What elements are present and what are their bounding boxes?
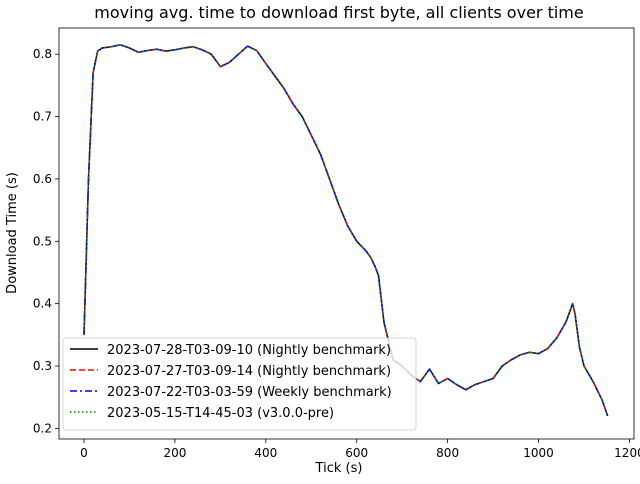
y-tick-label: 0.7 — [33, 110, 52, 124]
legend-box — [62, 337, 417, 431]
y-tick-label: 0.2 — [33, 421, 52, 435]
y-tick-label: 0.3 — [33, 359, 52, 373]
x-axis-label: Tick (s) — [315, 461, 363, 476]
plot-frame — [58, 27, 635, 440]
series-layer — [83, 44, 609, 417]
legend: 2023-07-28-T03-09-10 (Nightly benchmark)… — [62, 337, 417, 431]
chart-title: moving avg. time to download first byte,… — [94, 3, 583, 22]
x-tick-label: 1000 — [523, 446, 554, 460]
y-tick-label: 0.6 — [33, 172, 52, 186]
y-tick-label: 0.8 — [33, 47, 52, 61]
y-tick-label: 0.4 — [33, 297, 52, 311]
legend-label-1: 2023-07-28-T03-09-10 (Nightly benchmark) — [107, 343, 391, 358]
series-line-4 — [83, 44, 609, 417]
y-axis-label: Download Time (s) — [5, 172, 20, 294]
y-axis: 0.2 0.3 0.4 0.5 0.6 0.7 0.8 — [33, 47, 59, 435]
x-tick-label: 600 — [345, 446, 368, 460]
legend-label-4: 2023-05-15-T14-45-03 (v3.0.0-pre) — [107, 406, 334, 421]
x-tick-label: 200 — [163, 446, 186, 460]
x-tick-label: 800 — [436, 446, 459, 460]
legend-label-2: 2023-07-27-T03-09-14 (Nightly benchmark) — [107, 364, 391, 379]
y-tick-label: 0.5 — [33, 234, 52, 248]
legend-label-3: 2023-07-22-T03-03-59 (Weekly benchmark) — [107, 385, 392, 400]
x-tick-label: 400 — [254, 446, 277, 460]
x-tick-label: 0 — [80, 446, 88, 460]
